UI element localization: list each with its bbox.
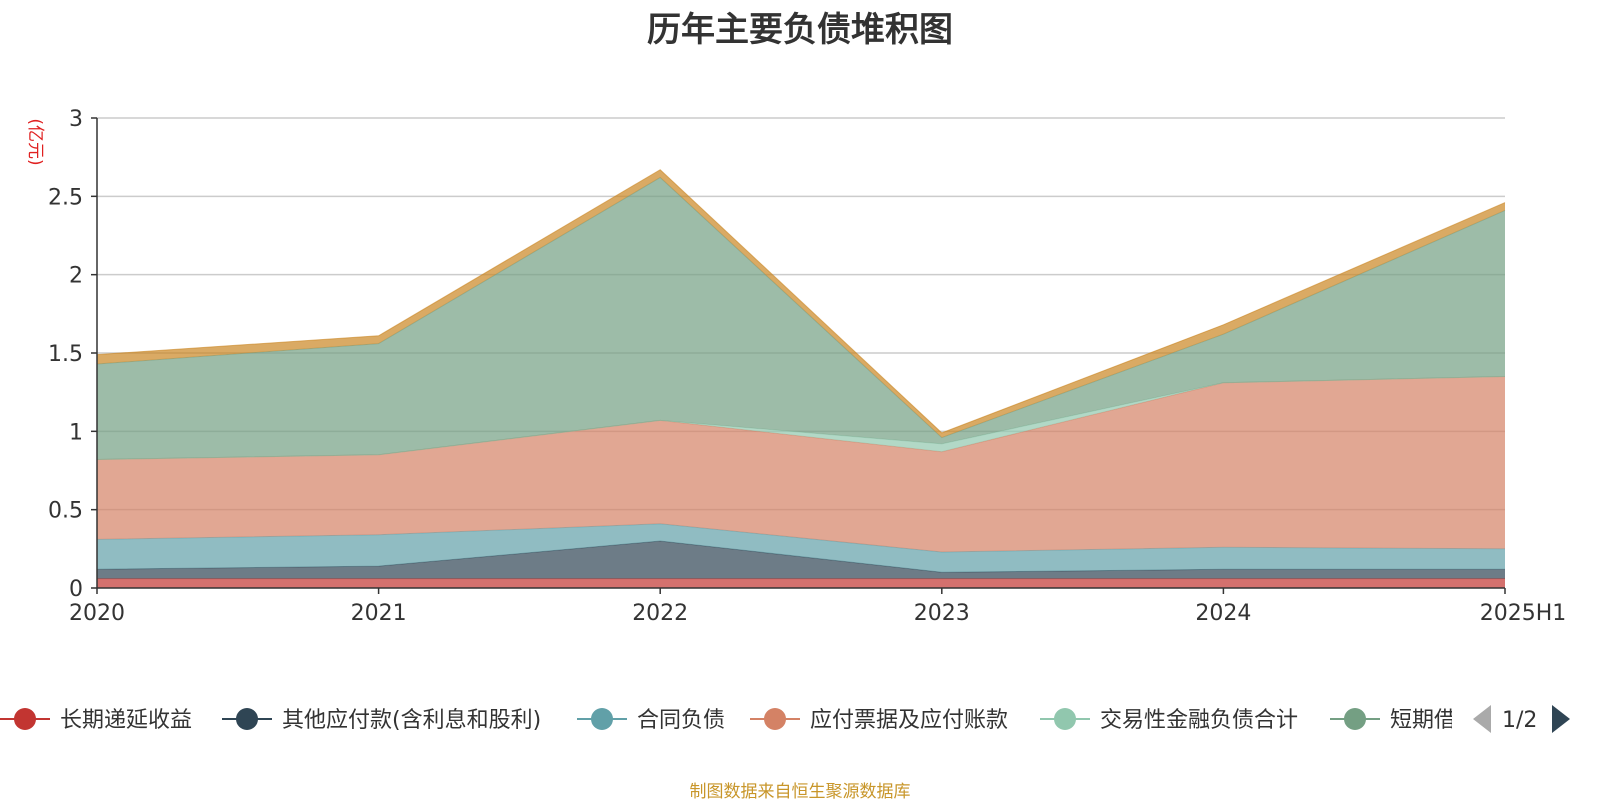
legend-swatch-dot (1054, 708, 1076, 730)
area-layers (96, 169, 1506, 588)
legend-item[interactable]: 交易性金融负债合计 (1040, 708, 1298, 733)
x-tick-label: 2025H1 (1480, 601, 1567, 626)
chart-title: 历年主要负债堆积图 (647, 10, 953, 50)
area-series-line-6 (96, 169, 1506, 434)
tick-labels: 0 0.5 1 1.5 2 2.5 3 2020 2021 2022 2023 2024 2025H1 (48, 107, 1566, 626)
legend[interactable]: 长期递延收益 其他应付款(含利息和股利) 合同负债 应付票据及应付账款 交易性金融负债合… (0, 708, 1478, 733)
x-tick-label: 2023 (914, 601, 970, 626)
area-series-2 (97, 523, 1505, 573)
legend-swatch-dot (591, 708, 613, 730)
y-tick-label: 0 (69, 577, 83, 602)
legend-label: 短期借款 (1390, 708, 1478, 733)
legend-item[interactable]: 长期递延收益 (0, 708, 192, 733)
x-tick-label: 2024 (1195, 601, 1251, 626)
y-tick-label: 1.5 (48, 342, 83, 367)
triangle-left-icon[interactable] (1473, 705, 1491, 733)
triangle-right-icon[interactable] (1552, 705, 1570, 733)
legend-label: 长期递延收益 (60, 708, 192, 733)
legend-item[interactable]: 短期借款 (1330, 708, 1478, 733)
legend-swatch-dot (1344, 708, 1366, 730)
y-tick-label: 1 (69, 420, 83, 445)
legend-item[interactable]: 合同负债 (577, 708, 725, 733)
legend-item[interactable]: 其他应付款(含利息和股利) (222, 708, 541, 733)
area-series-1 (97, 541, 1505, 579)
area-series-5 (97, 177, 1505, 460)
legend-swatch-dot (14, 708, 36, 730)
y-tick-label: 0.5 (48, 499, 83, 524)
x-tick-label: 2022 (632, 601, 688, 626)
x-tick-label: 2021 (351, 601, 407, 626)
legend-label: 合同负债 (637, 708, 725, 733)
x-tick-label: 2020 (69, 601, 125, 626)
legend-label: 应付票据及应付账款 (810, 708, 1008, 733)
area-series-6 (97, 169, 1505, 438)
legend-swatch-dot (764, 708, 786, 730)
footer-note: 制图数据来自恒生聚源数据库 (689, 782, 911, 802)
y-axis-unit: (亿元) (25, 118, 45, 165)
legend-page-indicator: 1/2 (1502, 708, 1537, 733)
area-series-3 (97, 376, 1505, 552)
y-tick-label: 3 (69, 107, 83, 132)
legend-label: 交易性金融负债合计 (1100, 708, 1298, 733)
y-tick-label: 2.5 (48, 185, 83, 210)
legend-item[interactable]: 应付票据及应付账款 (750, 708, 1008, 733)
legend-swatch-dot (236, 708, 258, 730)
legend-pager: 1/2 (1473, 705, 1570, 733)
y-tick-label: 2 (69, 264, 83, 289)
legend-label: 其他应付款(含利息和股利) (282, 708, 541, 733)
area-series-0 (97, 578, 1505, 588)
